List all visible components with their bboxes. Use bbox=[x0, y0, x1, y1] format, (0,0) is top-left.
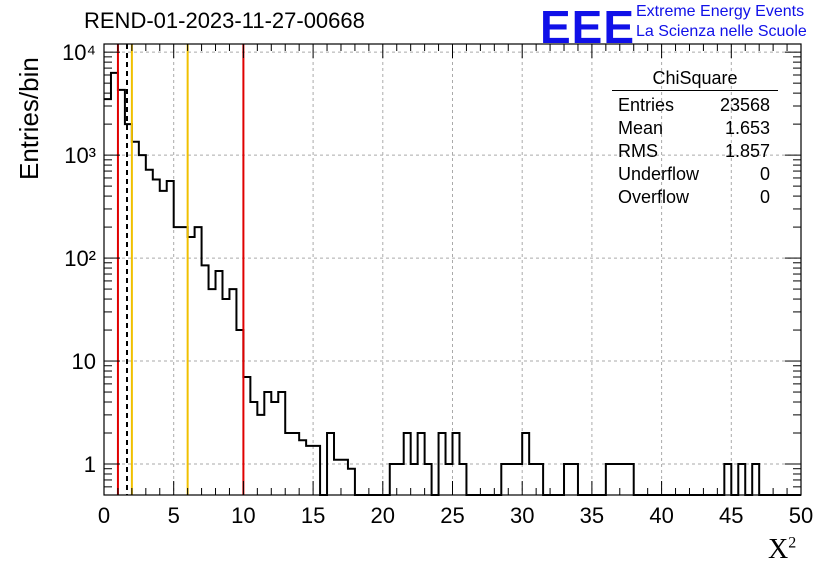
eee-logo: EEE bbox=[540, 1, 636, 53]
stats-label: Overflow bbox=[618, 187, 690, 207]
plot-area bbox=[104, 44, 801, 495]
stats-row-rms: RMS 1.857 bbox=[612, 140, 778, 163]
y-axis-label: Entries/bin bbox=[14, 57, 44, 180]
stats-title: ChiSquare bbox=[612, 68, 778, 91]
x-axis-label-sup: 2 bbox=[788, 534, 797, 552]
stats-row-overflow: Overflow 0 bbox=[612, 186, 778, 209]
x-axis-label: X2 bbox=[768, 534, 796, 566]
stats-label: Underflow bbox=[618, 164, 700, 184]
x-tick-label: 10 bbox=[231, 503, 255, 528]
logo-line-2: La Scienza nelle Scuole bbox=[636, 23, 807, 40]
x-tick-label: 15 bbox=[301, 503, 325, 528]
stats-value: 0 bbox=[759, 187, 770, 207]
stats-value: 0 bbox=[759, 164, 770, 184]
logo-line-1: Extreme Energy Events bbox=[636, 3, 805, 20]
x-tick-label: 30 bbox=[510, 503, 534, 528]
stats-row-mean: Mean 1.653 bbox=[612, 117, 778, 140]
y-tick-label: 10³ bbox=[64, 143, 96, 168]
stats-value: 23568 bbox=[719, 95, 770, 115]
x-tick-label: 35 bbox=[580, 503, 604, 528]
y-tick-label: 10⁴ bbox=[62, 40, 96, 65]
stats-label: Entries bbox=[618, 95, 675, 115]
eee-logo-text: Extreme Energy Events La Scienza nelle S… bbox=[636, 2, 807, 42]
stats-box: ChiSquare Entries 23568 Mean 1.653 RMS 1.85… bbox=[612, 68, 778, 209]
stats-label: RMS bbox=[618, 141, 658, 161]
x-tick-label: 50 bbox=[789, 503, 813, 528]
x-tick-label: 40 bbox=[649, 503, 673, 528]
stats-label: Mean bbox=[618, 118, 664, 138]
x-tick-label: 25 bbox=[440, 503, 464, 528]
y-tick-label: 10 bbox=[72, 349, 96, 374]
stats-value: 1.653 bbox=[724, 118, 770, 138]
chart-title: REND-01-2023-11-27-00668 bbox=[84, 8, 365, 33]
x-tick-label: 5 bbox=[168, 503, 180, 528]
y-tick-label: 10² bbox=[64, 246, 96, 271]
x-axis-label-base: X bbox=[768, 534, 789, 565]
x-tick-label: 0 bbox=[98, 503, 110, 528]
x-tick-label: 20 bbox=[371, 503, 395, 528]
stats-row-entries: Entries 23568 bbox=[612, 94, 778, 117]
stats-row-underflow: Underflow 0 bbox=[612, 163, 778, 186]
x-tick-label: 45 bbox=[719, 503, 743, 528]
stats-value: 1.857 bbox=[724, 141, 770, 161]
y-tick-label: 1 bbox=[84, 452, 96, 477]
